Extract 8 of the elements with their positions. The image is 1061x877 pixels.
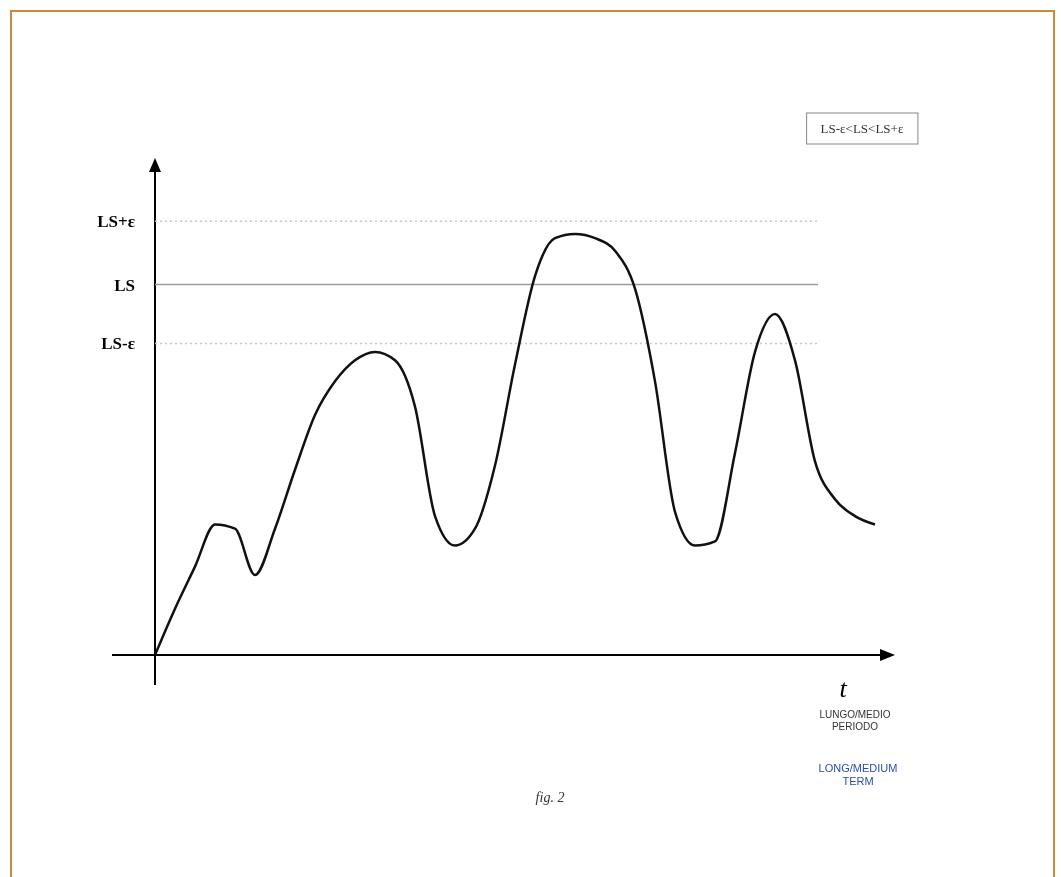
text: LONG/MEDIUM TERM [818,762,898,787]
ref-line-label: LS+ε [97,212,135,232]
ref-line-label: LS [114,275,135,295]
text: LS-ε<LS<LS+ε [820,121,904,136]
caption: fig. 2 [535,790,565,805]
text: LUNGO/MEDIO PERIODO [819,709,891,732]
x-axis-title: t [839,674,848,703]
ref-line-label: LS-ε [101,334,135,354]
